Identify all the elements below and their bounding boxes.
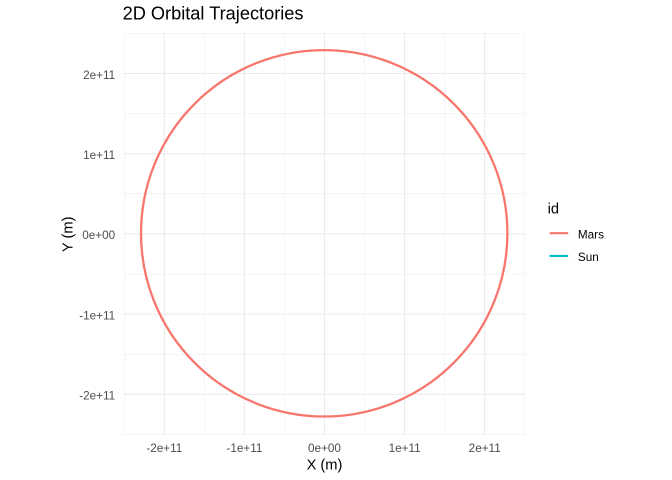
svg-text:Mars: Mars	[578, 228, 604, 241]
svg-text:2e+11: 2e+11	[83, 69, 115, 82]
svg-text:id: id	[548, 202, 559, 218]
svg-text:Y (m): Y (m)	[60, 217, 76, 253]
svg-text:2e+11: 2e+11	[469, 442, 501, 455]
svg-text:Sun: Sun	[578, 251, 599, 264]
svg-text:-1e+11: -1e+11	[226, 442, 262, 455]
svg-text:1e+11: 1e+11	[83, 149, 115, 162]
svg-text:2D Orbital Trajectories: 2D Orbital Trajectories	[123, 3, 304, 23]
svg-text:-2e+11: -2e+11	[146, 442, 182, 455]
svg-text:1e+11: 1e+11	[389, 442, 421, 455]
svg-text:0e+00: 0e+00	[82, 229, 115, 242]
svg-text:0e+00: 0e+00	[308, 442, 341, 455]
svg-text:-2e+11: -2e+11	[79, 390, 115, 403]
svg-text:X (m): X (m)	[307, 457, 343, 473]
svg-text:-1e+11: -1e+11	[79, 309, 115, 322]
